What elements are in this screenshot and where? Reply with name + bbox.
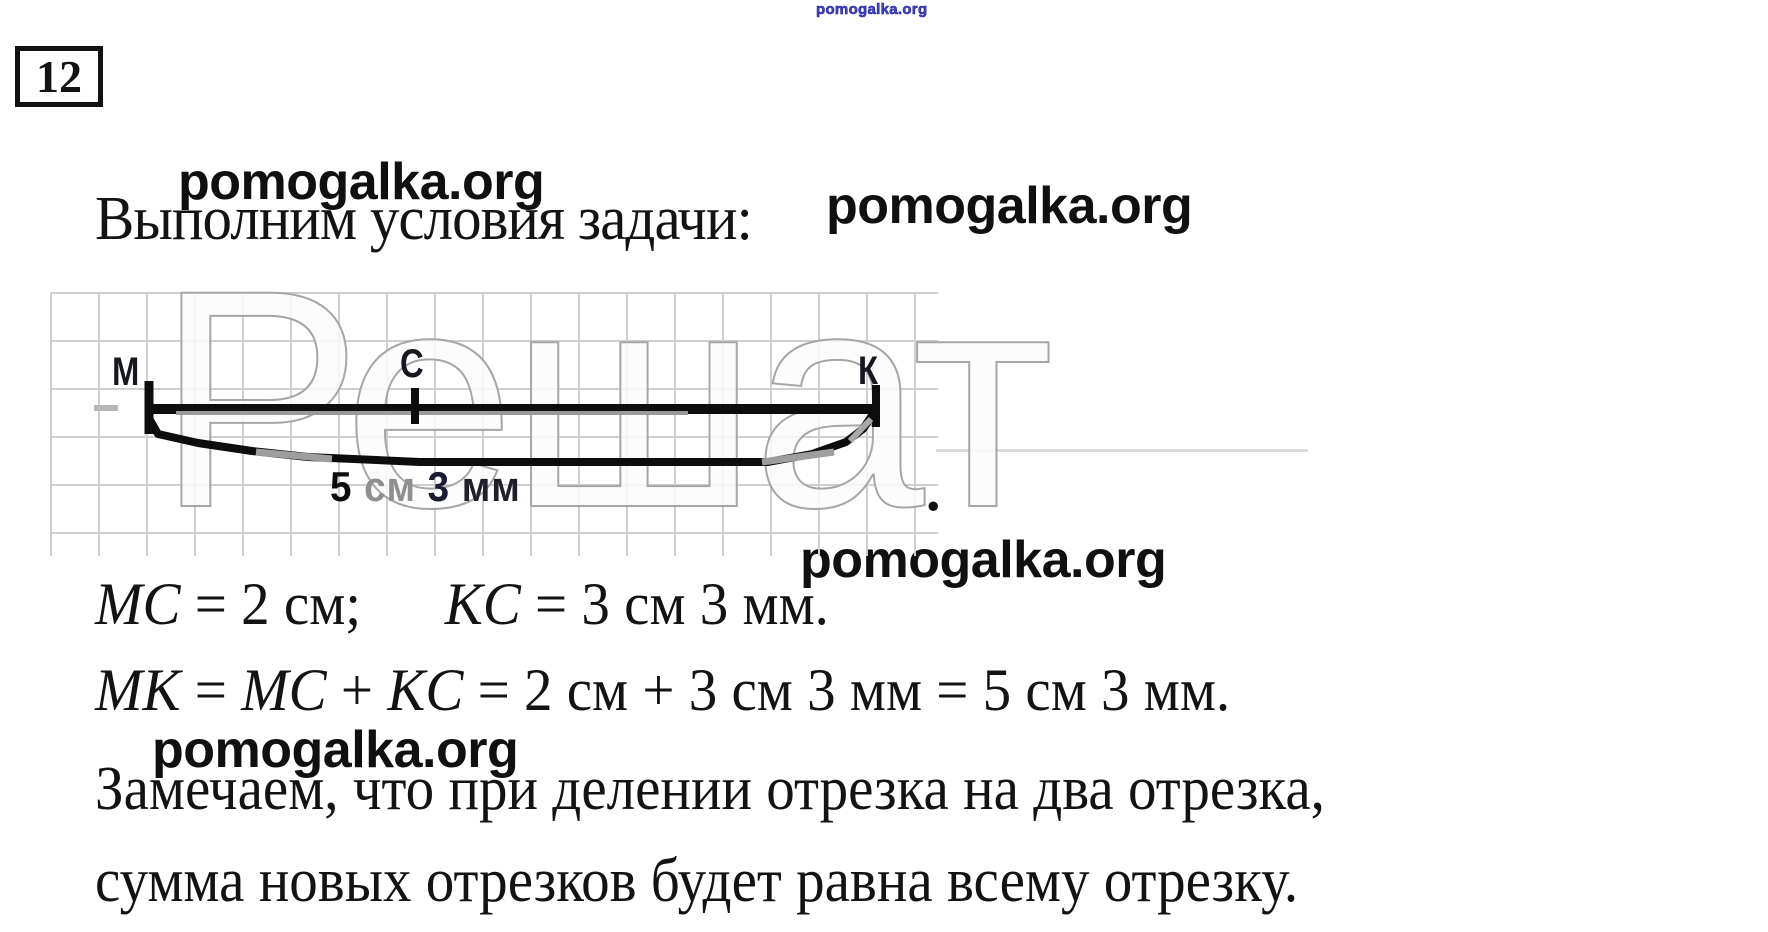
diagram-grid-extension-line — [936, 449, 1308, 452]
sentence-period: . — [926, 458, 941, 523]
point-label-C: С — [400, 342, 424, 386]
brace-label-unit-2: мм — [461, 463, 521, 510]
point-label-K: К — [858, 349, 879, 393]
brace-label-number-2: 3 — [427, 463, 451, 510]
background-watermark: Решат — [155, 225, 1055, 572]
math1-var-KC: KC — [444, 571, 521, 637]
math-line-2: MK = MC + KC = 2 см + 3 см 3 мм = 5 см 3… — [95, 654, 1230, 726]
math-line-1: MC = 2 см; KC = 3 см 3 мм. — [95, 568, 829, 640]
math2-var-MK: MK — [95, 657, 181, 723]
math2-op-1: = — [180, 657, 242, 723]
brace-measure-label: 5 см 3 мм — [330, 466, 521, 508]
math2-var-KC: KC — [387, 657, 464, 723]
conclusion-line-2: сумма новых отрезков будет равна всему о… — [95, 847, 1299, 915]
intro-line: Выполним условия задачи: — [95, 185, 753, 253]
math2-var-MC: MC — [241, 657, 327, 723]
math1-var-MC: MC — [95, 571, 181, 637]
problem-number: 12 — [36, 51, 82, 102]
math2-op-2: + — [326, 657, 388, 723]
site-watermark-top: pomogalka.org — [816, 1, 928, 19]
problem-number-box: 12 — [15, 46, 103, 107]
site-watermark-4: pomogalka.org — [152, 721, 519, 779]
site-watermark-1: pomogalka.org — [178, 153, 545, 211]
math2-rest: = 2 см + 3 см 3 мм = 5 см 3 мм. — [463, 657, 1231, 723]
brace-label-unit-1: см — [364, 463, 416, 510]
conclusion-line-1: Замечаем, что при делении отрезка на два… — [95, 755, 1325, 823]
math1-eq-2: = 3 см 3 мм. — [520, 571, 829, 637]
math1-eq-1: = 2 см; — [180, 571, 362, 637]
point-label-M: М — [112, 350, 140, 394]
brace-label-number-1: 5 — [330, 463, 353, 510]
diagram-left-dash — [94, 405, 118, 411]
site-watermark-2: pomogalka.org — [826, 177, 1193, 235]
